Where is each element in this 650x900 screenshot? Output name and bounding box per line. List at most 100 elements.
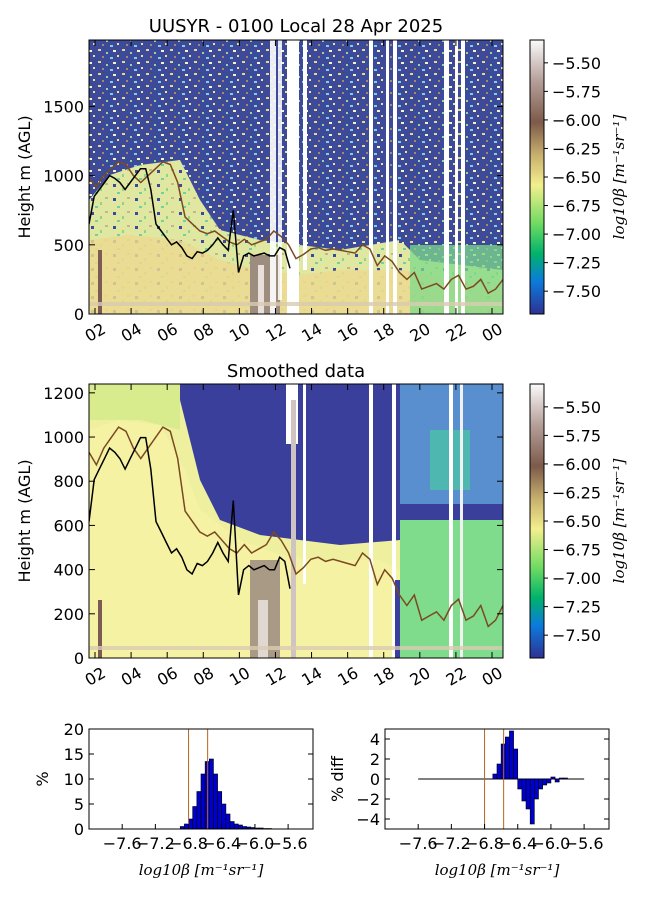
x-tick-label: −7.6 [399,834,438,853]
x-tick-label: 14 [298,663,325,690]
x-tick-label: 20 [407,663,434,690]
colorbar-tick-label: −7.25 [552,598,601,617]
histogram-bar [563,777,568,780]
histogram-bar [213,773,218,830]
y-tick-label: 0 [74,649,84,668]
colorbar-tick-label: −5.75 [552,426,601,445]
y-tick-label: 20 [64,720,84,739]
x-tick-label: −6.8 [465,834,504,853]
histogram-bar [192,806,198,830]
colorbar-tick-label: −7.50 [552,626,601,645]
colorbar-tick-label: −5.75 [552,82,601,101]
panel1-ylabel: Height m (AGL) [15,115,34,238]
black-series-line [89,167,291,273]
panel4-ylabel: % diff [328,755,347,802]
x-tick-label: 04 [118,319,145,346]
colorbar-tick-label: −6.50 [552,168,601,187]
panel1-title: UUSYR - 0100 Local 28 Apr 2025 [149,16,443,37]
histogram-bar [496,763,502,780]
colorbar-tick-label: −6.50 [552,512,601,531]
y-tick-label: 1200 [43,384,84,403]
panel4-xlabel: log10β [m⁻¹sr⁻¹] [435,861,560,879]
colorbar-tick-label: −7.00 [552,225,601,244]
histogram-bar [221,803,227,830]
y-tick-label: 1500 [43,97,84,116]
colorbar-tick-label: −6.25 [552,139,601,158]
y-tick-label: 800 [53,472,84,491]
histogram-bar [492,773,498,780]
y-tick-label: 200 [53,605,84,624]
colorbar-tick-label: −6.00 [552,111,601,130]
brown-series-line [89,160,503,295]
y-tick-label: 0 [74,305,84,324]
brown-series-line [89,426,503,628]
histogram-bar [504,736,510,780]
histogram-bar [217,791,223,830]
histogram-bar [238,824,243,830]
y-tick-label: 0 [74,820,84,839]
x-tick-label: −6.0 [235,834,274,853]
histogram-bar [542,778,548,786]
x-tick-label: −6.4 [202,834,241,853]
panel2-colorbar-label: log10β [m⁻¹sr⁻¹] [610,459,628,584]
y-tick-label: 500 [53,236,84,255]
histogram-bar [188,818,194,830]
x-tick-label: −6.4 [498,834,537,853]
x-tick-label: −6.8 [169,834,208,853]
panel3-xlabel: log10β [m⁻¹sr⁻¹] [139,861,264,879]
x-tick-label: 12 [262,663,289,690]
panel2-ylabel: Height m (AGL) [15,459,34,582]
panel1-heatmap [89,40,503,314]
colorbar-tick-label: −6.75 [552,197,601,216]
x-tick-label: 08 [190,319,217,346]
histogram-bar [558,777,564,780]
histogram-bar [517,778,523,790]
histogram-bar [534,778,539,800]
panel1-colorbar [529,39,545,315]
x-tick-label: 06 [154,319,181,346]
x-tick-label: 20 [407,319,434,346]
panel2-colorbar [529,383,545,659]
colorbar-tick-label: −5.50 [552,54,601,73]
y-tick-label: −4 [356,810,380,829]
y-tick-label: 1000 [43,167,84,186]
histogram-bar [225,813,231,830]
x-tick-label: 12 [262,319,289,346]
colorbar-tick-label: −7.00 [552,569,601,588]
histogram-bar [229,821,235,830]
y-tick-label: −2 [356,790,380,809]
histogram-bar [554,778,560,783]
x-tick-label: −5.6 [269,834,308,853]
y-tick-label: 10 [64,770,84,789]
histogram-bar [525,778,531,810]
y-tick-label: 1000 [43,428,84,447]
histogram-bar [550,776,556,780]
x-tick-label: 16 [334,319,361,346]
colorbar-tick-label: −5.50 [552,398,601,417]
histogram-bar [529,778,535,825]
x-tick-label: 10 [226,319,253,346]
x-tick-label: −7.6 [103,834,142,853]
x-tick-label: 14 [298,319,325,346]
panel2-title: Smoothed data [227,361,365,382]
panel1-colorbar-label: log10β [m⁻¹sr⁻¹] [610,115,628,240]
colorbar-tick-label: −7.25 [552,254,601,273]
y-tick-label: 0 [370,770,380,789]
y-tick-label: 4 [370,730,380,749]
y-tick-label: 15 [64,745,84,764]
x-tick-label: 22 [443,319,470,346]
colorbar-tick-label: −6.75 [552,541,601,560]
histogram-bar [196,791,202,830]
x-tick-label: 02 [82,319,109,346]
histogram-bar [513,748,519,780]
y-tick-label: 600 [53,516,84,535]
x-tick-label: −5.6 [565,834,604,853]
x-tick-label: 16 [334,663,361,690]
x-tick-label: 04 [118,663,145,690]
x-tick-label: 22 [443,663,470,690]
x-tick-label: 06 [154,663,181,690]
colorbar-tick-label: −6.25 [552,483,601,502]
histogram-bar [538,778,543,790]
x-tick-label: 10 [226,663,253,690]
black-series-line [89,436,291,596]
